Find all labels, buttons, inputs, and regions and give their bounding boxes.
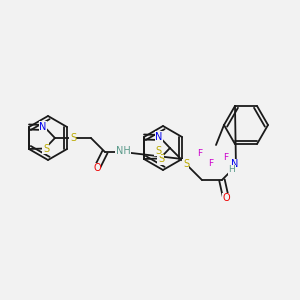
Text: S: S [183,159,189,169]
Text: S: S [155,146,161,155]
Text: S: S [70,133,76,143]
Text: F: F [224,152,229,161]
Text: NH: NH [116,146,130,156]
Text: O: O [93,163,101,173]
Text: S: S [43,143,49,154]
Text: F: F [197,148,202,158]
Text: N: N [155,131,163,142]
Text: N: N [231,159,239,169]
Text: S: S [158,154,164,164]
Text: H: H [229,166,235,175]
Text: N: N [39,122,46,131]
Text: O: O [222,193,230,203]
Text: F: F [208,158,214,167]
